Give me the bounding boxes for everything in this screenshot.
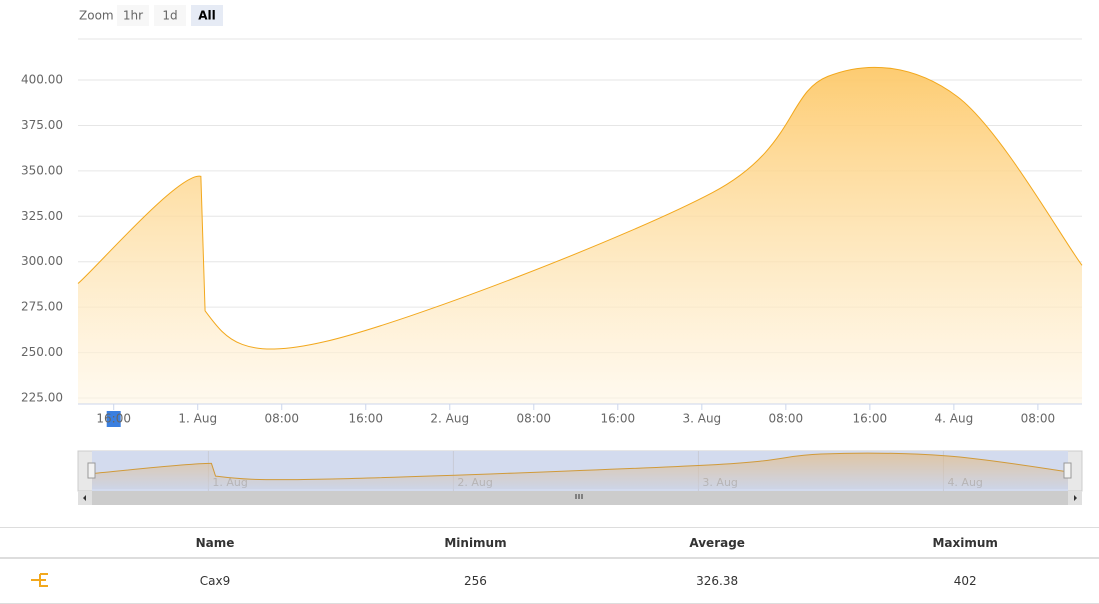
x-tick-label: 2. Aug	[430, 412, 469, 426]
zoom-button-label[interactable]: All	[198, 9, 216, 23]
x-tick-label: 4. Aug	[935, 412, 974, 426]
x-tick-label: 08:00	[516, 412, 551, 426]
column-header: Name	[82, 527, 348, 559]
x-tick-label: 3. Aug	[682, 412, 721, 426]
y-tick-label: 350.00	[21, 163, 63, 177]
stat-cell: 402	[831, 558, 1099, 604]
y-tick-label: 300.00	[21, 254, 63, 268]
chart: Zoom 1hr 1d All 225.00 250.00 275.00 300.00 32…	[21, 5, 1083, 505]
x-tick-label: 1. Aug	[178, 412, 217, 426]
y-tick-label: 325.00	[21, 209, 63, 223]
stat-cell: 326.38	[602, 558, 832, 604]
zoom-button[interactable]	[117, 5, 149, 26]
name-cell: Cax9	[82, 558, 348, 604]
stat-cell: 256	[348, 558, 603, 604]
y-tick-label: 400.00	[21, 73, 63, 87]
scrollbar-thumb[interactable]	[92, 491, 1068, 505]
scrollbar-grip	[575, 494, 583, 499]
series-line	[77, 66, 1083, 350]
x-tick-label: 08:00	[264, 412, 299, 426]
area-fill	[78, 67, 1082, 404]
x-tick-label: 08:00	[1021, 412, 1056, 426]
zoom-button[interactable]	[191, 5, 223, 26]
nav-handle[interactable]	[1063, 462, 1072, 479]
nav-line	[91, 452, 1069, 481]
column-header: Minimum	[348, 527, 603, 559]
cursor-highlight	[106, 411, 121, 427]
nav-area	[92, 453, 1068, 489]
x-tick-label: 16:00	[601, 412, 636, 426]
legend-icon	[0, 558, 82, 604]
nav-handle[interactable]	[87, 462, 96, 479]
x-tick-label: 08:00	[769, 412, 804, 426]
zoom-label: Zoom	[79, 9, 114, 23]
x-tick-label: 16:00	[853, 412, 888, 426]
y-tick-label: 275.00	[21, 300, 63, 314]
zoom-button[interactable]	[154, 5, 186, 26]
blank-header	[0, 527, 82, 559]
y-tick-label: 375.00	[21, 118, 63, 132]
column-header: Maximum	[831, 527, 1099, 559]
zoom-button-label[interactable]: 1d	[162, 9, 177, 23]
zoom-button-label[interactable]: 1hr	[123, 9, 143, 23]
x-tick-label: 16:00	[348, 412, 383, 426]
stats-table: Name Minimum Average Maximum Cax9 256 326.38…	[0, 527, 1099, 604]
column-header: Average	[602, 527, 832, 559]
y-tick-label: 225.00	[21, 391, 63, 405]
y-tick-label: 250.00	[21, 345, 63, 359]
x-tick-label: 16:00	[96, 412, 131, 426]
series-icon	[31, 572, 48, 587]
